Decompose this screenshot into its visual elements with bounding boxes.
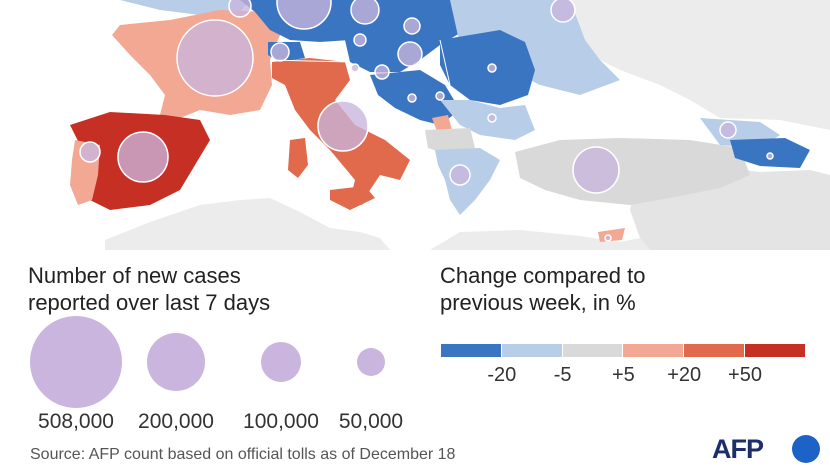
color-scale-tick-label: -5 [553,364,572,386]
color-scale-segment [745,344,805,357]
serbia-area [440,100,535,140]
bubble-turkey [572,146,620,194]
bubble-spain [117,131,169,183]
bubble-cyprus [604,234,612,242]
bubble-romania [487,63,497,73]
color-scale-segment [684,344,744,357]
bubble-croatia [374,64,390,80]
afp-logo: AFP [712,434,822,464]
size-legend-label: 508,000 [38,410,114,433]
color-scale-segment [501,344,562,357]
size-legend-bubble [30,316,122,408]
color-scale-segment [623,344,684,357]
bubble-ukraine [550,0,576,23]
bubble-germany [276,0,332,30]
color-scale-tick-label: +5 [611,364,635,386]
map-canvas [70,0,830,250]
albania-area [425,128,475,155]
bubble-belgium [228,0,252,18]
color-legend-title-line1: Change compared to [440,263,646,288]
size-legend-title-line1: Number of new cases [28,263,241,288]
afp-logo-circle-icon [792,435,820,463]
color-legend-title-line2: previous week, in % [440,290,636,315]
bubble-bosnia [407,93,417,103]
source-note: Source: AFP count based on official toll… [30,446,456,463]
size-legend-label: 50,000 [338,410,404,433]
bubble-portugal [79,141,101,163]
turkey [515,138,750,205]
color-legend-title: Change compared to previous week, in % [440,262,800,316]
libya-egypt [430,230,650,250]
sardinia [288,138,308,178]
bubble-poland [350,0,380,25]
color-scale-segment [562,344,623,357]
bubble-slovenia [350,63,360,73]
bubble-switzerland [270,42,290,62]
color-scale-tick-label: -20 [487,364,517,386]
europe-map [70,0,830,250]
size-legend-bubble [260,341,302,383]
bubble-bulgaria [487,113,497,123]
ukraine-region [450,0,620,95]
north-africa [105,198,390,250]
bubble-georgia [719,121,737,139]
size-legend-label: 100,000 [243,410,319,433]
size-legend-bubble [356,347,386,377]
color-scale-tick-label: +20 [667,364,702,386]
bubble-greece [449,164,471,186]
color-scale-tick-label: +50 [728,364,762,386]
bubble-austria [353,33,367,47]
afp-logo-text: AFP [712,434,764,464]
sicily [330,186,375,210]
size-legend-title-line2: reported over last 7 days [28,290,271,315]
bubble-france [176,19,254,97]
size-legend-bubble [147,333,205,391]
russia [560,0,830,130]
color-scale-segment [441,344,501,357]
bubble-azerbaijan [766,152,774,160]
size-legend-title: Number of new cases reported over last 7… [28,262,358,316]
bubble-serbia [435,91,445,101]
bubble-italy [317,100,369,152]
case-bubbles [79,0,774,242]
borders [269,39,516,161]
size-legend-label: 200,000 [138,410,214,433]
bubble-slovakia [403,17,421,35]
bubble-hungary [397,41,423,67]
